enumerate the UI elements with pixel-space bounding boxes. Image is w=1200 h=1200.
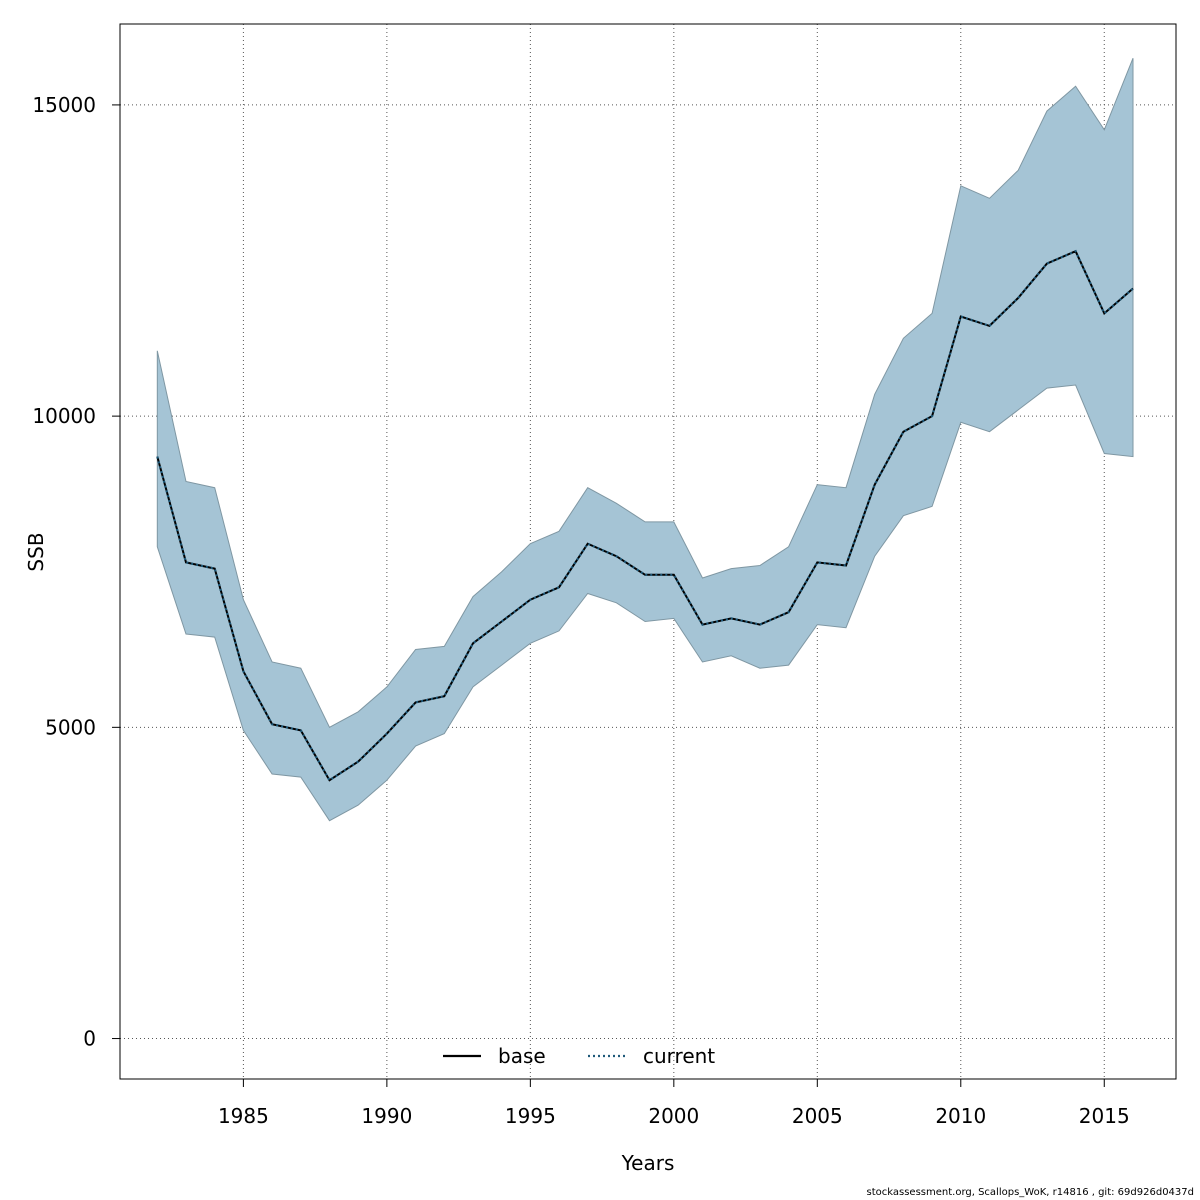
ssb-confidence-band — [156, 58, 1134, 822]
plot-frame — [119, 23, 1177, 1080]
y-tick-label: 0 — [83, 1027, 96, 1051]
x-tick-label: 2005 — [792, 1104, 843, 1128]
series-lines — [156, 249, 1134, 782]
x-tick-label: 2015 — [1079, 1104, 1130, 1128]
y-tick-label: 10000 — [32, 404, 96, 428]
legend-label-base: base — [498, 1044, 546, 1068]
x-tick-label: 1985 — [218, 1104, 269, 1128]
legend-label-current: current — [643, 1044, 715, 1068]
x-tick-label: 1995 — [505, 1104, 556, 1128]
footer-credit: stockassessment.org, Scallops_WoK, r1481… — [866, 1187, 1194, 1198]
y-axis-label: SSB — [24, 532, 48, 571]
legend: base current — [443, 1044, 715, 1068]
x-axis-label: Years — [621, 1151, 675, 1175]
confidence-band — [156, 58, 1134, 822]
x-tick-label: 1990 — [361, 1104, 412, 1128]
y-tick-label: 15000 — [32, 93, 96, 117]
x-tick-label: 2000 — [648, 1104, 699, 1128]
y-tick-label: 5000 — [45, 715, 96, 739]
axes: 1985 1990 1995 2000 2005 2010 2015 0 5000 10000 15… — [32, 93, 1129, 1128]
x-tick-label: 2010 — [935, 1104, 986, 1128]
series-line-base — [156, 249, 1134, 782]
